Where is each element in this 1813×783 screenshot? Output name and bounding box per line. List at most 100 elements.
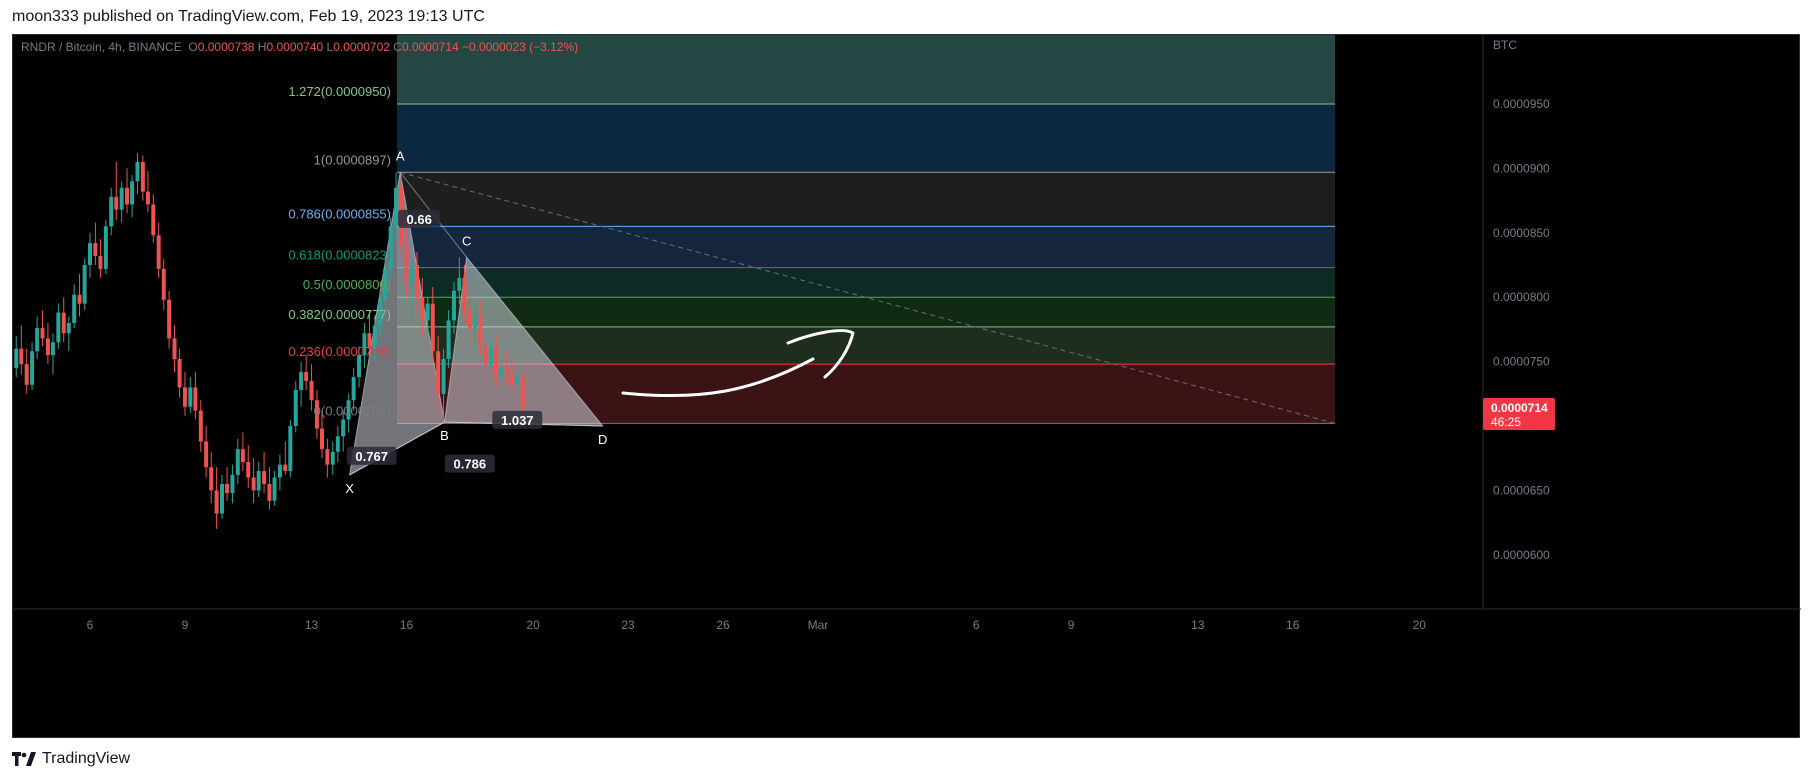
candle[interactable] (193, 371, 198, 420)
candle[interactable] (219, 474, 224, 519)
candle[interactable] (114, 161, 119, 220)
candle[interactable] (35, 316, 40, 360)
candle[interactable] (262, 451, 267, 493)
candle[interactable] (362, 322, 367, 369)
candle[interactable] (515, 366, 520, 398)
candle[interactable] (504, 351, 509, 385)
candle[interactable] (109, 187, 114, 236)
candle[interactable] (151, 194, 156, 244)
candle[interactable] (351, 368, 356, 411)
candle[interactable] (299, 361, 304, 407)
candle[interactable] (93, 222, 98, 265)
candle[interactable] (425, 297, 430, 349)
candle[interactable] (404, 222, 409, 298)
legend-part: 0.0000702 (333, 40, 393, 54)
candle[interactable] (319, 410, 324, 459)
candle[interactable] (130, 174, 135, 218)
candle[interactable] (473, 303, 478, 349)
candle[interactable] (45, 322, 50, 365)
candle[interactable] (77, 274, 82, 317)
candle[interactable] (267, 467, 272, 510)
candle[interactable] (457, 257, 462, 304)
candle[interactable] (378, 290, 383, 336)
candle[interactable] (335, 426, 340, 463)
candle[interactable] (388, 217, 393, 278)
candle[interactable] (198, 400, 203, 452)
candle[interactable] (177, 348, 182, 398)
candle[interactable] (293, 380, 298, 433)
candle[interactable] (230, 464, 235, 504)
candle[interactable] (446, 310, 451, 369)
candle[interactable] (214, 467, 219, 530)
chart-area[interactable]: X A B C D 0.767 0.66 0.786 1.037 1.272(0.0000950… (12, 34, 1801, 739)
candle[interactable] (235, 438, 240, 484)
candle[interactable] (467, 290, 472, 343)
candle[interactable] (251, 458, 256, 504)
candle[interactable] (325, 438, 330, 478)
candle[interactable] (330, 441, 335, 475)
candle[interactable] (304, 355, 309, 390)
candle[interactable] (441, 348, 446, 423)
candle[interactable] (145, 170, 150, 213)
candle[interactable] (103, 219, 108, 275)
candle[interactable] (314, 389, 319, 439)
candle[interactable] (167, 290, 172, 349)
candle[interactable] (19, 325, 24, 375)
candle[interactable] (204, 426, 209, 478)
candle[interactable] (156, 222, 161, 278)
candle[interactable] (509, 359, 514, 394)
candle[interactable] (135, 152, 140, 195)
candle[interactable] (209, 451, 214, 504)
candle[interactable] (14, 335, 19, 378)
candle[interactable] (462, 265, 467, 323)
candle[interactable] (172, 325, 177, 372)
candle[interactable] (66, 316, 71, 352)
candle[interactable] (283, 441, 288, 475)
candle[interactable] (420, 277, 425, 336)
candle[interactable] (357, 346, 362, 388)
chart-canvas[interactable]: X A B C D 0.767 0.66 0.786 1.037 1.272(0.0000950… (13, 35, 1801, 739)
candle[interactable] (30, 342, 35, 390)
candle[interactable] (346, 393, 351, 433)
candle[interactable] (277, 454, 282, 491)
candle[interactable] (140, 155, 145, 201)
candle[interactable] (56, 303, 61, 349)
candle[interactable] (489, 335, 494, 372)
candle[interactable] (367, 310, 372, 362)
candle[interactable] (436, 335, 441, 411)
candle[interactable] (288, 419, 293, 478)
candle[interactable] (98, 239, 103, 278)
candle[interactable] (414, 252, 419, 311)
candle[interactable] (256, 462, 261, 497)
candle[interactable] (409, 258, 414, 317)
candle[interactable] (24, 348, 29, 394)
candle[interactable] (188, 377, 193, 414)
candle[interactable] (161, 258, 166, 311)
candle[interactable] (499, 359, 504, 390)
candle[interactable] (72, 284, 77, 329)
candle[interactable] (50, 333, 55, 375)
candle[interactable] (430, 286, 435, 362)
candle[interactable] (61, 297, 66, 343)
candle[interactable] (88, 232, 92, 278)
candle[interactable] (225, 467, 230, 501)
candle[interactable] (119, 181, 124, 223)
candle[interactable] (240, 432, 245, 472)
candle[interactable] (341, 410, 346, 452)
candle[interactable] (451, 281, 456, 334)
candle[interactable] (483, 329, 488, 375)
candle[interactable] (40, 310, 45, 347)
candle[interactable] (272, 471, 277, 506)
candle[interactable] (246, 445, 251, 488)
candle[interactable] (182, 371, 187, 416)
candle[interactable] (309, 364, 314, 411)
candle[interactable] (478, 299, 483, 356)
candle[interactable] (383, 258, 388, 311)
candle[interactable] (394, 172, 399, 240)
candle-body (140, 161, 145, 192)
candle[interactable] (494, 333, 499, 388)
candle[interactable] (125, 168, 130, 214)
candle[interactable] (82, 258, 87, 311)
candle[interactable] (372, 316, 377, 360)
